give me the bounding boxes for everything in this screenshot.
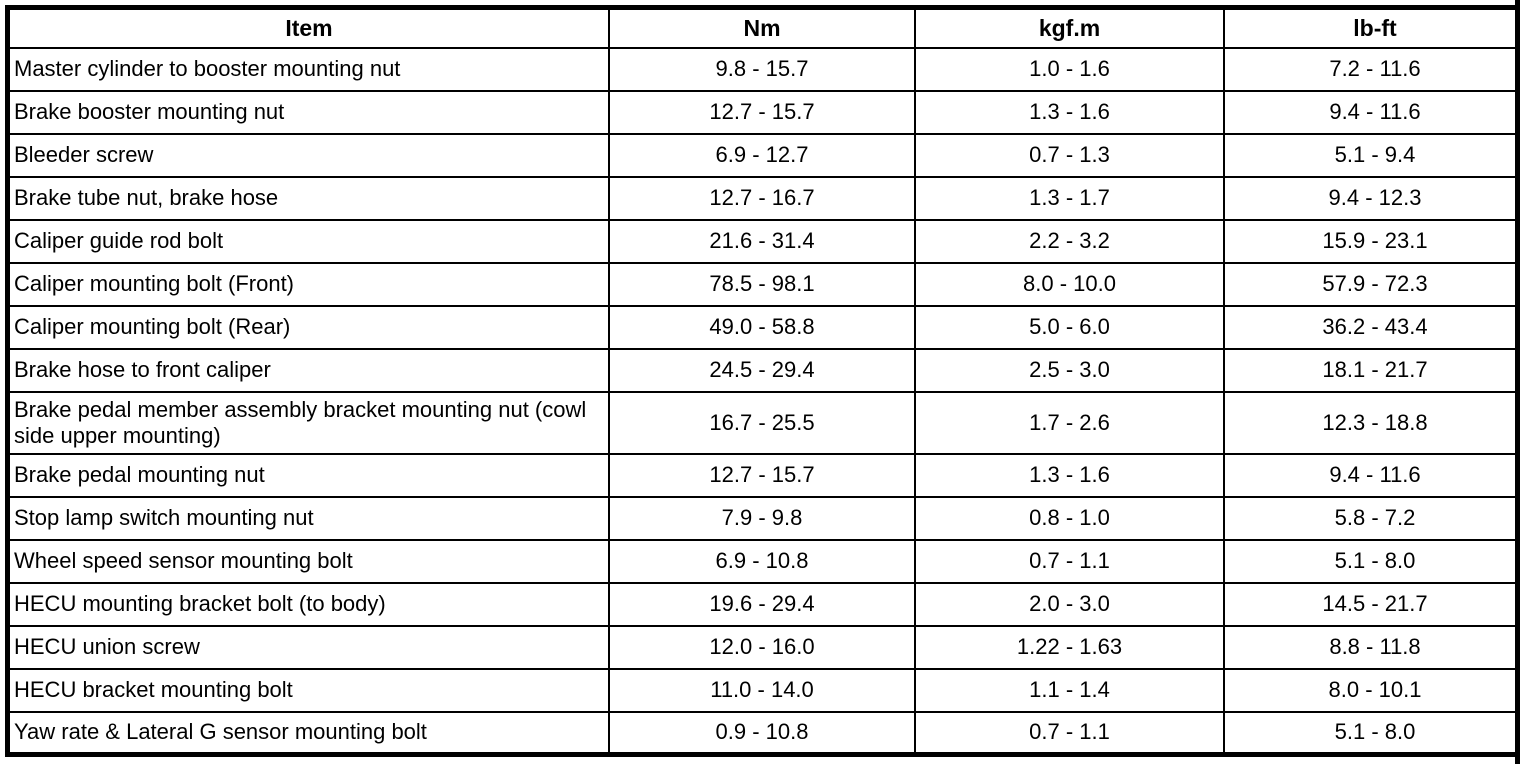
item-cell: Brake pedal mounting nut: [6, 452, 610, 498]
kgfm-value-cell: 1.0 - 1.6: [914, 46, 1225, 92]
nm-value-cell: 6.9 - 10.8: [608, 538, 916, 584]
lbft-value-cell: 9.4 - 11.6: [1223, 452, 1520, 498]
nm-value-cell: 11.0 - 14.0: [608, 667, 916, 713]
kgfm-value-cell: 1.3 - 1.6: [914, 452, 1225, 498]
nm-value-cell: 12.0 - 16.0: [608, 624, 916, 670]
nm-value-cell: 21.6 - 31.4: [608, 218, 916, 264]
header-lbft: lb-ft: [1223, 6, 1520, 49]
header-row: Item Nm kgf.m lb-ft: [6, 6, 1520, 49]
kgfm-value-cell: 1.7 - 2.6: [914, 390, 1225, 455]
nm-value-cell: 78.5 - 98.1: [608, 261, 916, 307]
table-row: Wheel speed sensor mounting bolt 6.9 - 10…: [6, 538, 1520, 584]
kgfm-value-cell: 2.0 - 3.0: [914, 581, 1225, 627]
item-cell: HECU bracket mounting bolt: [6, 667, 610, 713]
nm-value-cell: 0.9 - 10.8: [608, 710, 916, 756]
header-item: Item: [6, 6, 610, 49]
item-cell: Wheel speed sensor mounting bolt: [6, 538, 610, 584]
table-row: Caliper mounting bolt (Front) 78.5 - 98.1…: [6, 261, 1520, 307]
lbft-value-cell: 8.0 - 10.1: [1223, 667, 1520, 713]
lbft-value-cell: 7.2 - 11.6: [1223, 46, 1520, 92]
table-row: Brake pedal mounting nut 12.7 - 15.7 1.3 -…: [6, 452, 1520, 498]
item-cell: Brake hose to front caliper: [6, 347, 610, 393]
lbft-value-cell: 9.4 - 12.3: [1223, 175, 1520, 221]
kgfm-value-cell: 0.7 - 1.1: [914, 538, 1225, 584]
item-cell: HECU union screw: [6, 624, 610, 670]
lbft-value-cell: 18.1 - 21.7: [1223, 347, 1520, 393]
item-cell: Stop lamp switch mounting nut: [6, 495, 610, 541]
item-cell: Master cylinder to booster mounting nut: [6, 46, 610, 92]
kgfm-value-cell: 1.22 - 1.63: [914, 624, 1225, 670]
table-body: Master cylinder to booster mounting nut 9…: [6, 46, 1520, 756]
lbft-value-cell: 57.9 - 72.3: [1223, 261, 1520, 307]
kgfm-value-cell: 1.3 - 1.7: [914, 175, 1225, 221]
nm-value-cell: 19.6 - 29.4: [608, 581, 916, 627]
kgfm-value-cell: 0.7 - 1.1: [914, 710, 1225, 756]
kgfm-value-cell: 2.5 - 3.0: [914, 347, 1225, 393]
nm-value-cell: 7.9 - 9.8: [608, 495, 916, 541]
table-row: Yaw rate & Lateral G sensor mounting bol…: [6, 710, 1520, 756]
item-cell: Bleeder screw: [6, 132, 610, 178]
kgfm-value-cell: 0.8 - 1.0: [914, 495, 1225, 541]
torque-spec-table: Item Nm kgf.m lb-ft Master cylinder to b…: [5, 5, 1520, 757]
kgfm-value-cell: 0.7 - 1.3: [914, 132, 1225, 178]
nm-value-cell: 12.7 - 15.7: [608, 89, 916, 135]
nm-value-cell: 12.7 - 16.7: [608, 175, 916, 221]
nm-value-cell: 9.8 - 15.7: [608, 46, 916, 92]
header-kgfm: kgf.m: [914, 6, 1225, 49]
header-nm: Nm: [608, 6, 916, 49]
nm-value-cell: 49.0 - 58.8: [608, 304, 916, 350]
nm-value-cell: 12.7 - 15.7: [608, 452, 916, 498]
kgfm-value-cell: 1.3 - 1.6: [914, 89, 1225, 135]
table-row: HECU bracket mounting bolt 11.0 - 14.0 1.1…: [6, 667, 1520, 713]
table-row: Caliper mounting bolt (Rear) 49.0 - 58.8 5…: [6, 304, 1520, 350]
table-row: Bleeder screw 6.9 - 12.7 0.7 - 1.3 5.1 - 9.…: [6, 132, 1520, 178]
item-cell: Caliper mounting bolt (Rear): [6, 304, 610, 350]
table-row: Brake booster mounting nut 12.7 - 15.7 1.3…: [6, 89, 1520, 135]
item-cell: Caliper mounting bolt (Front): [6, 261, 610, 307]
lbft-value-cell: 5.1 - 8.0: [1223, 538, 1520, 584]
lbft-value-cell: 12.3 - 18.8: [1223, 390, 1520, 455]
table-row: Brake tube nut, brake hose 12.7 - 16.7 1.3…: [6, 175, 1520, 221]
kgfm-value-cell: 2.2 - 3.2: [914, 218, 1225, 264]
lbft-value-cell: 9.4 - 11.6: [1223, 89, 1520, 135]
table-row: HECU mounting bracket bolt (to body) 19.6…: [6, 581, 1520, 627]
lbft-value-cell: 15.9 - 23.1: [1223, 218, 1520, 264]
table-row: HECU union screw 12.0 - 16.0 1.22 - 1.63 8.…: [6, 624, 1520, 670]
lbft-value-cell: 5.8 - 7.2: [1223, 495, 1520, 541]
nm-value-cell: 16.7 - 25.5: [608, 390, 916, 455]
lbft-value-cell: 5.1 - 8.0: [1223, 710, 1520, 756]
table-row: Master cylinder to booster mounting nut 9…: [6, 46, 1520, 92]
table-row: Stop lamp switch mounting nut 7.9 - 9.8 0.…: [6, 495, 1520, 541]
nm-value-cell: 24.5 - 29.4: [608, 347, 916, 393]
item-cell: HECU mounting bracket bolt (to body): [6, 581, 610, 627]
item-cell: Caliper guide rod bolt: [6, 218, 610, 264]
item-cell: Brake tube nut, brake hose: [6, 175, 610, 221]
item-cell: Brake booster mounting nut: [6, 89, 610, 135]
lbft-value-cell: 14.5 - 21.7: [1223, 581, 1520, 627]
kgfm-value-cell: 8.0 - 10.0: [914, 261, 1225, 307]
item-cell: Brake pedal member assembly bracket moun…: [6, 390, 610, 455]
table-row: Caliper guide rod bolt 21.6 - 31.4 2.2 - 3…: [6, 218, 1520, 264]
lbft-value-cell: 36.2 - 43.4: [1223, 304, 1520, 350]
kgfm-value-cell: 5.0 - 6.0: [914, 304, 1225, 350]
table-row: Brake hose to front caliper 24.5 - 29.4 2.…: [6, 347, 1520, 393]
nm-value-cell: 6.9 - 12.7: [608, 132, 916, 178]
page-right-edge-line: [1515, 0, 1520, 764]
lbft-value-cell: 8.8 - 11.8: [1223, 624, 1520, 670]
lbft-value-cell: 5.1 - 9.4: [1223, 132, 1520, 178]
item-cell: Yaw rate & Lateral G sensor mounting bol…: [6, 710, 610, 756]
table-row: Brake pedal member assembly bracket moun…: [6, 390, 1520, 455]
kgfm-value-cell: 1.1 - 1.4: [914, 667, 1225, 713]
table-header: Item Nm kgf.m lb-ft: [6, 6, 1520, 49]
